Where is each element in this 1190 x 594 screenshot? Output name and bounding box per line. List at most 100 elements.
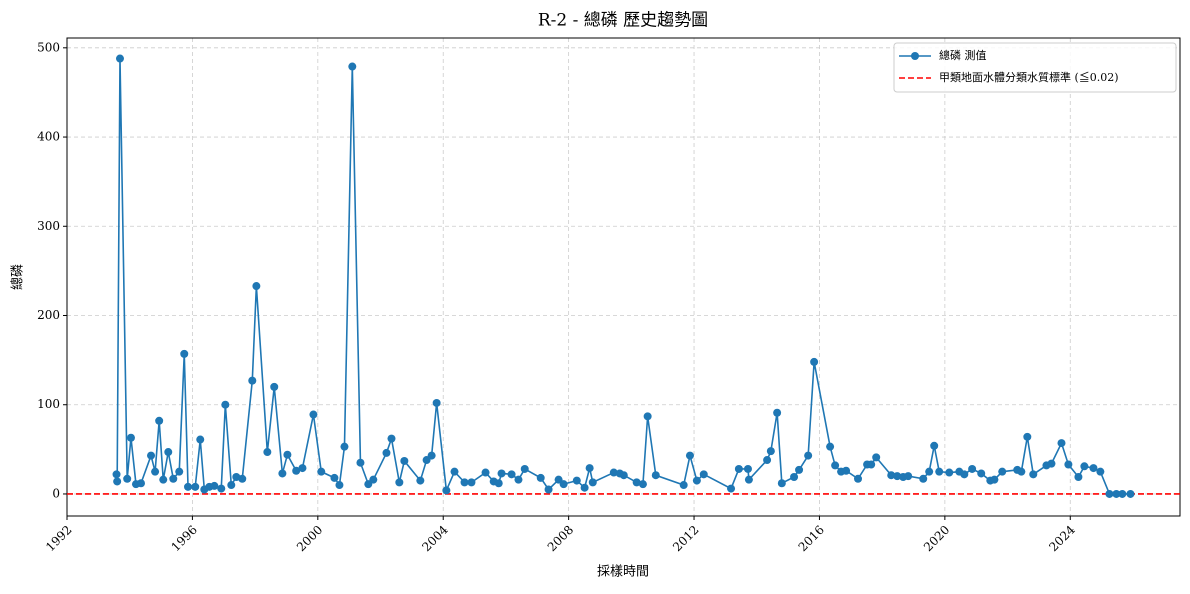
data-point	[113, 477, 122, 486]
data-point	[481, 468, 490, 477]
data-point	[651, 471, 660, 480]
data-point	[727, 484, 736, 493]
data-point	[559, 480, 568, 489]
data-point	[585, 464, 594, 473]
data-point	[960, 470, 969, 479]
data-point	[270, 382, 279, 391]
data-point	[763, 456, 772, 465]
data-point	[1105, 489, 1114, 498]
data-point	[919, 474, 928, 483]
data-point	[147, 451, 156, 460]
data-point	[126, 433, 135, 442]
data-point	[804, 451, 813, 460]
data-point	[679, 481, 688, 490]
data-point	[1112, 489, 1121, 498]
data-point	[151, 467, 160, 476]
data-point	[283, 450, 292, 459]
legend-box	[893, 42, 1177, 93]
chart-title: R-2 - 總磷 歷史趨勢圖	[538, 11, 708, 31]
data-point	[872, 453, 881, 462]
data-point	[432, 398, 441, 407]
data-point	[298, 464, 307, 473]
y-tick-label: 500	[37, 40, 60, 54]
data-point	[945, 468, 954, 477]
data-point	[831, 461, 840, 470]
data-point	[507, 470, 516, 479]
plot-frame	[66, 37, 1181, 517]
data-point	[1064, 460, 1073, 469]
data-point	[369, 475, 378, 484]
data-point	[227, 481, 236, 490]
data-point	[1057, 439, 1066, 448]
data-point	[175, 467, 184, 476]
data-point	[1047, 459, 1056, 468]
data-point	[1017, 467, 1026, 476]
data-point	[278, 469, 287, 478]
data-point	[773, 408, 782, 417]
data-point	[887, 471, 896, 480]
data-point	[395, 478, 404, 487]
data-point	[685, 451, 694, 460]
data-point	[169, 474, 178, 483]
data-point	[867, 460, 876, 469]
data-point	[826, 442, 835, 451]
y-tick-label: 300	[37, 219, 60, 233]
data-point	[467, 478, 476, 487]
data-point	[382, 448, 391, 457]
data-point	[184, 482, 193, 491]
data-point	[1074, 473, 1083, 482]
y-tick-label: 200	[37, 308, 60, 322]
data-point	[514, 475, 523, 484]
data-point	[925, 467, 934, 476]
data-point	[356, 458, 365, 467]
data-point	[1089, 464, 1098, 473]
data-point	[536, 473, 545, 482]
data-point	[1126, 489, 1135, 498]
data-point	[400, 456, 409, 465]
data-point	[638, 480, 647, 489]
data-point	[643, 412, 652, 421]
data-point	[292, 466, 301, 475]
y-tick-label: 400	[37, 130, 60, 144]
data-point	[743, 464, 752, 473]
data-point	[930, 441, 939, 450]
data-point	[348, 62, 357, 71]
data-point	[692, 476, 701, 485]
data-point	[893, 472, 902, 481]
y-axis-label: 總磷	[10, 264, 26, 290]
data-point	[609, 468, 618, 477]
data-point	[734, 464, 743, 473]
data-point	[427, 451, 436, 460]
data-point	[790, 473, 799, 482]
y-tick-label: 0	[52, 486, 60, 500]
data-point	[191, 482, 200, 491]
data-point	[580, 483, 589, 492]
y-tick-label: 100	[37, 397, 60, 411]
data-point	[180, 349, 189, 358]
data-point	[842, 466, 851, 475]
data-point	[335, 481, 344, 490]
data-point	[795, 465, 804, 474]
data-point	[196, 435, 205, 444]
data-point	[217, 484, 226, 493]
data-point	[123, 474, 132, 483]
data-point	[766, 447, 775, 456]
data-point	[998, 467, 1007, 476]
data-point	[221, 400, 230, 409]
data-point	[1023, 432, 1032, 441]
data-point	[588, 478, 597, 487]
data-point	[263, 448, 272, 457]
x-axis-label: 採樣時間	[597, 565, 649, 580]
data-point	[632, 478, 641, 487]
data-point	[155, 416, 164, 425]
data-point	[450, 467, 459, 476]
data-point	[744, 475, 753, 484]
data-point	[387, 434, 396, 443]
data-point	[416, 476, 425, 485]
data-point	[904, 472, 913, 481]
legend-label: 總磷 測值	[939, 48, 987, 62]
data-point	[497, 469, 506, 478]
legend-marker	[911, 52, 919, 60]
